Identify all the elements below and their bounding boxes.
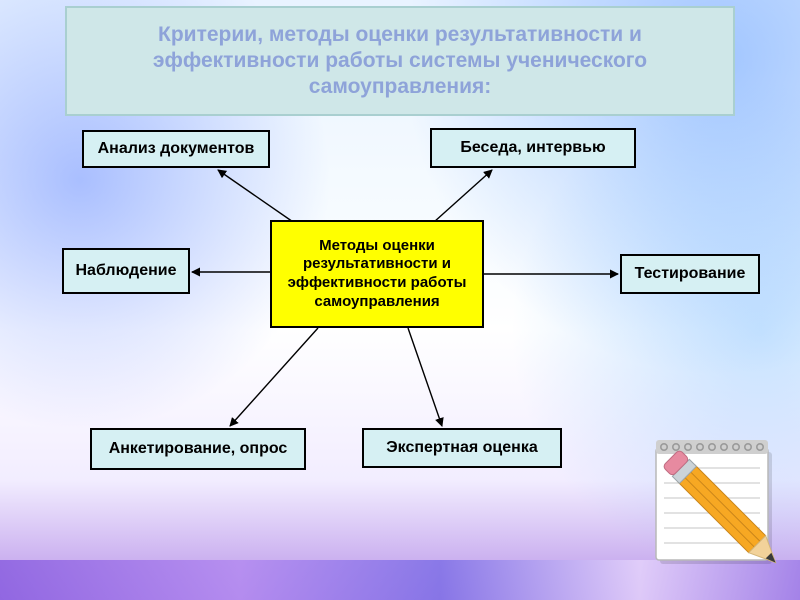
node-label: Экспертная оценка [386, 438, 537, 458]
slide-title: Критерии, методы оценки результативности… [65, 6, 735, 116]
node-observation: Наблюдение [62, 248, 190, 294]
node-label: Анкетирование, опрос [109, 439, 288, 459]
slide-title-text: Критерии, методы оценки результативности… [77, 22, 723, 101]
node-label: Тестирование [635, 264, 746, 284]
center-node-label: Методы оценки результативности и эффекти… [280, 237, 474, 312]
node-interview: Беседа, интервью [430, 128, 636, 168]
center-node: Методы оценки результативности и эффекти… [270, 220, 484, 328]
node-label: Беседа, интервью [460, 138, 605, 158]
node-label: Наблюдение [75, 261, 176, 281]
notepad-pencil-icon [638, 418, 788, 568]
node-testing: Тестирование [620, 254, 760, 294]
node-questionnaire: Анкетирование, опрос [90, 428, 306, 470]
node-analysis-documents: Анализ документов [82, 130, 270, 168]
node-expert-evaluation: Экспертная оценка [362, 428, 562, 468]
node-label: Анализ документов [98, 139, 255, 159]
